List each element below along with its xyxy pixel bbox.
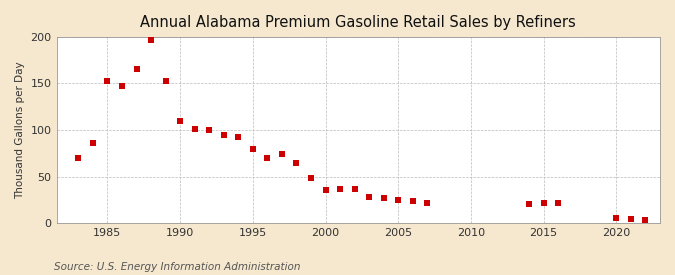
Point: [102, 78, 113, 83]
Point: [335, 186, 346, 191]
Point: [349, 186, 360, 191]
Point: [524, 201, 535, 206]
Point: [378, 196, 389, 200]
Point: [233, 135, 244, 140]
Point: [364, 195, 375, 199]
Title: Annual Alabama Premium Gasoline Retail Sales by Refiners: Annual Alabama Premium Gasoline Retail S…: [140, 15, 576, 30]
Point: [320, 187, 331, 192]
Y-axis label: Thousand Gallons per Day: Thousand Gallons per Day: [15, 61, 25, 199]
Point: [88, 141, 99, 145]
Point: [131, 67, 142, 72]
Text: Source: U.S. Energy Information Administration: Source: U.S. Energy Information Administ…: [54, 262, 300, 272]
Point: [553, 200, 564, 205]
Point: [538, 200, 549, 205]
Point: [73, 156, 84, 160]
Point: [175, 119, 186, 123]
Point: [117, 84, 128, 88]
Point: [626, 217, 637, 222]
Point: [248, 146, 259, 151]
Point: [611, 215, 622, 220]
Point: [277, 152, 288, 156]
Point: [204, 128, 215, 132]
Point: [146, 37, 157, 42]
Point: [291, 160, 302, 165]
Point: [640, 218, 651, 222]
Point: [393, 198, 404, 202]
Point: [422, 200, 433, 205]
Point: [408, 199, 418, 203]
Point: [219, 132, 230, 137]
Point: [189, 127, 200, 131]
Point: [160, 79, 171, 84]
Point: [306, 176, 317, 181]
Point: [262, 156, 273, 160]
